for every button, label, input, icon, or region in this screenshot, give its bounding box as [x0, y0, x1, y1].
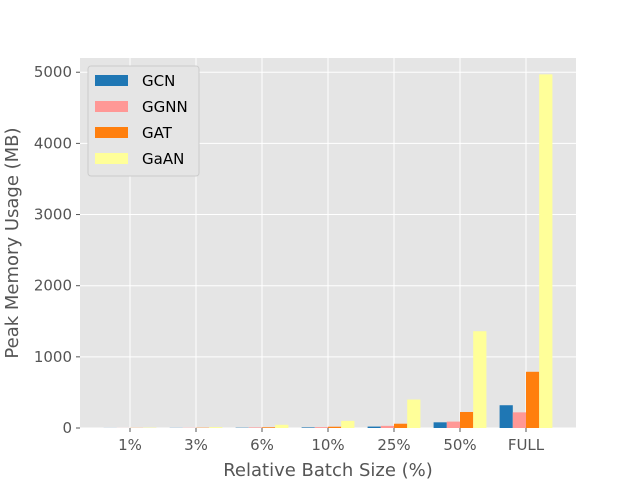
x-tick-label: FULL	[508, 436, 545, 454]
x-tick-label: 6%	[250, 436, 274, 454]
bar-gcn	[367, 426, 381, 428]
bar-gat	[394, 423, 408, 428]
legend-label-gat: GAT	[142, 124, 173, 142]
bar-gcn	[301, 427, 315, 428]
legend: GCN GGNN GAT GaAN	[87, 65, 200, 177]
y-tick-label: 0	[62, 419, 72, 437]
bar-gaan	[275, 424, 289, 428]
legend-swatch-gaan	[95, 153, 128, 164]
bar-gaan	[341, 420, 355, 428]
x-axis-label: Relative Batch Size (%)	[223, 460, 433, 480]
bar-gat	[460, 411, 474, 428]
bar-gat	[328, 426, 342, 428]
legend-swatch-gcn	[95, 75, 128, 86]
bar-gcn	[499, 405, 513, 428]
bar-ggnn	[446, 421, 460, 428]
x-tick-label: 1%	[118, 436, 142, 454]
y-axis-ticks: 0 1000 2000 3000 4000 5000	[34, 63, 80, 437]
x-tick-label: 10%	[311, 436, 344, 454]
legend-swatch-gat	[95, 127, 128, 138]
bar-gaan	[473, 331, 487, 428]
legend-label-gaan: GaAN	[142, 150, 184, 168]
y-tick-label: 1000	[34, 348, 72, 366]
legend-label-gcn: GCN	[142, 72, 175, 90]
y-tick-label: 3000	[34, 206, 72, 224]
bar-gaan	[209, 427, 223, 428]
y-tick-label: 4000	[34, 134, 72, 152]
bars	[103, 74, 553, 428]
bar-ggnn	[380, 425, 394, 428]
y-tick-label: 2000	[34, 277, 72, 295]
y-axis-label: Peak Memory Usage (MB)	[2, 127, 23, 358]
y-tick-label: 5000	[34, 63, 72, 81]
bar-gaan	[407, 399, 421, 428]
bar-ggnn	[248, 427, 262, 428]
legend-box	[87, 65, 200, 177]
bar-ggnn	[314, 427, 328, 428]
bar-gaan	[539, 74, 553, 428]
x-tick-label: 25%	[377, 436, 410, 454]
x-tick-label: 50%	[443, 436, 476, 454]
legend-swatch-ggnn	[95, 101, 128, 112]
bar-gat	[262, 427, 276, 428]
bar-gat	[526, 371, 540, 428]
x-axis-ticks: 1% 3% 6% 10% 25% 50% FULL	[118, 428, 545, 454]
bar-ggnn	[512, 412, 526, 428]
x-tick-label: 3%	[184, 436, 208, 454]
legend-label-ggnn: GGNN	[142, 98, 188, 116]
bar-gcn	[433, 422, 447, 428]
